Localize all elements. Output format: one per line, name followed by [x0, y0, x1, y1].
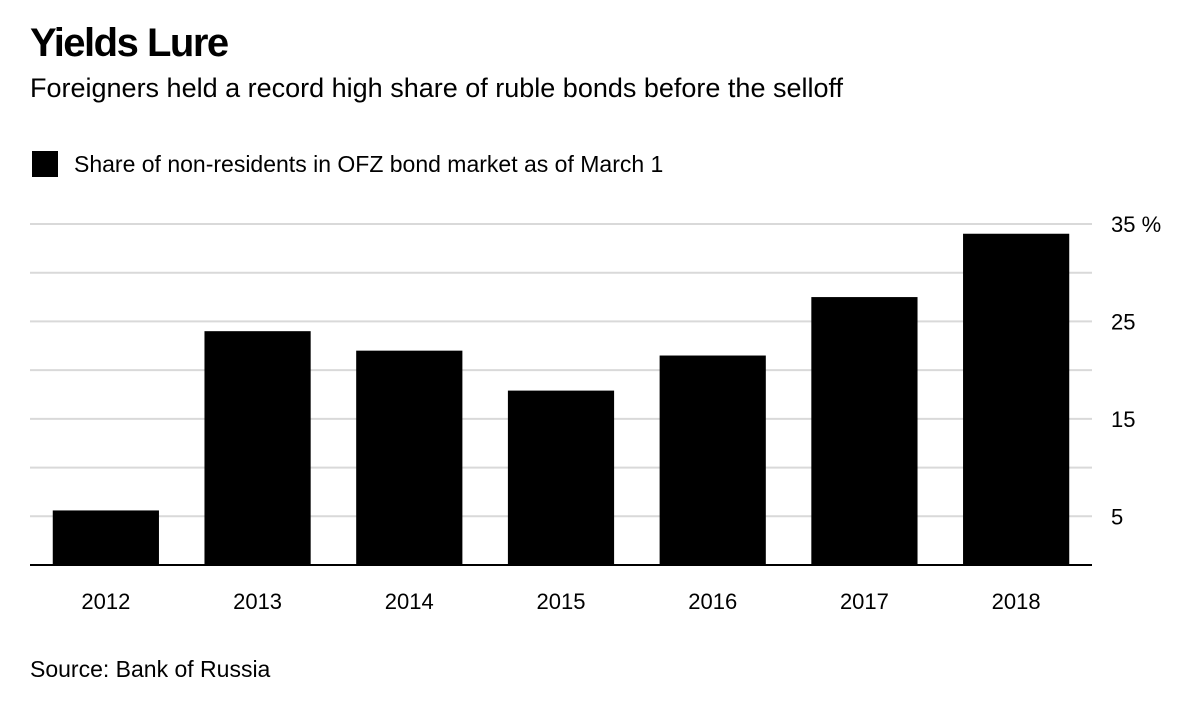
y-tick-label: 35 % — [1111, 212, 1161, 237]
y-axis-labels: 5 15 25 35 % — [1111, 212, 1161, 529]
x-tick-label: 2016 — [688, 589, 737, 614]
chart-subtitle: Foreigners held a record high share of r… — [30, 73, 844, 103]
bar-2014 — [356, 350, 463, 565]
legend: Share of non-residents in OFZ bond marke… — [32, 147, 663, 181]
legend-swatch — [32, 151, 58, 177]
bar-2012 — [52, 510, 159, 565]
y-tick-label: 15 — [1111, 407, 1135, 432]
x-tick-label: 2012 — [81, 589, 130, 614]
x-tick-label: 2018 — [992, 589, 1041, 614]
x-axis-labels: 2012 2013 2014 2015 2016 2017 2018 — [81, 589, 1040, 614]
bar-2015 — [507, 390, 615, 565]
bar-2016 — [659, 355, 766, 565]
x-tick-label: 2014 — [385, 589, 434, 614]
y-tick-label: 5 — [1111, 504, 1123, 529]
x-tick-label: 2013 — [233, 589, 282, 614]
bar-2018 — [963, 233, 1070, 565]
y-tick-label: 25 — [1111, 309, 1135, 334]
source-note: Source: Bank of Russia — [30, 656, 271, 682]
x-tick-label: 2017 — [840, 589, 889, 614]
x-tick-label: 2015 — [537, 589, 586, 614]
bar-2017 — [811, 297, 918, 565]
bar-2013 — [204, 331, 311, 565]
bars — [52, 233, 1070, 565]
legend-label: Share of non-residents in OFZ bond marke… — [74, 151, 664, 177]
chart-title: Yields Lure — [30, 21, 229, 65]
